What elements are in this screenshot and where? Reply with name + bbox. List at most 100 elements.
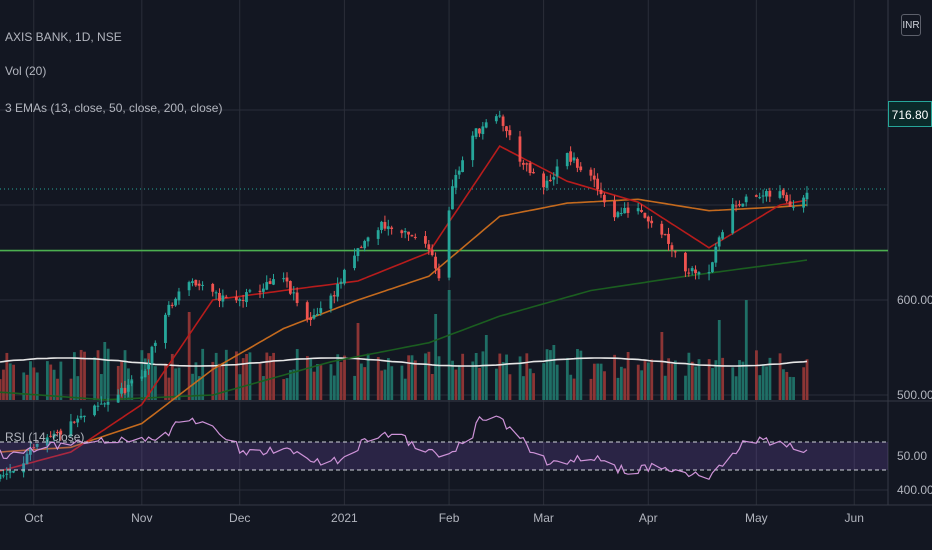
candle-body: [234, 296, 238, 301]
volume-bar: [623, 368, 627, 400]
symbol-title[interactable]: AXIS BANK, 1D, NSE: [5, 30, 122, 44]
candle-body: [572, 157, 576, 161]
candle-body: [575, 158, 579, 168]
volume-bar: [329, 364, 333, 400]
candle-body: [619, 213, 623, 215]
volume-bar: [717, 320, 721, 400]
volume-legend[interactable]: Vol (20): [5, 64, 47, 78]
volume-bar: [555, 364, 559, 400]
volume-bar: [616, 377, 620, 400]
candle-body: [697, 272, 701, 275]
candle-body: [768, 190, 772, 197]
candle-body: [126, 384, 130, 392]
volume-bar: [339, 362, 343, 400]
candle-body: [359, 247, 363, 249]
volume-bar: [522, 376, 525, 400]
volume-bar: [248, 352, 252, 400]
time-tick-label: Feb: [439, 511, 460, 525]
candle-body: [8, 471, 12, 473]
volume-bar: [49, 364, 53, 400]
volume-bar: [295, 349, 299, 400]
volume-bar: [52, 369, 56, 400]
candle-body: [545, 180, 549, 188]
candle-body: [707, 272, 711, 274]
volume-bar: [532, 373, 535, 400]
volume-bar: [79, 349, 83, 400]
volume-bar: [542, 363, 546, 400]
volume-bar: [478, 368, 481, 400]
volume-bar: [738, 360, 741, 400]
candle-body: [427, 244, 431, 250]
candle-body: [650, 220, 654, 224]
rsi-legend[interactable]: RSI (14, close): [5, 430, 85, 444]
candle-body: [602, 194, 606, 203]
candle-body: [332, 295, 336, 297]
volume-bar: [123, 350, 127, 400]
rsi-line: [0, 415, 808, 481]
candle-body: [292, 292, 296, 294]
candle-body: [248, 290, 252, 292]
candle-body: [363, 241, 367, 249]
volume-bar: [673, 360, 677, 400]
candle-body: [103, 403, 107, 405]
volume-bar: [336, 354, 340, 400]
current-price-tag: 716.80: [888, 101, 932, 127]
candle-body: [187, 282, 191, 291]
volume-bar: [731, 367, 735, 400]
candle-body: [670, 245, 674, 250]
candle-body: [640, 209, 643, 212]
candle-body: [147, 363, 150, 370]
volume-bar: [282, 379, 286, 400]
volume-bar: [714, 360, 718, 400]
candle-body: [636, 208, 640, 212]
candle-body: [525, 163, 529, 165]
candle-body: [174, 298, 177, 306]
volume-bar: [99, 374, 103, 400]
candle-body: [765, 191, 768, 197]
volume-bar: [650, 359, 654, 400]
volume-bar: [758, 375, 762, 400]
candle-body: [734, 205, 738, 207]
volume-bar: [285, 378, 289, 400]
volume-bar: [528, 368, 532, 400]
volume-bar: [262, 376, 265, 400]
candle-body: [407, 231, 410, 235]
volume-bar: [461, 353, 465, 400]
volume-bar: [211, 361, 215, 400]
volume-bar: [501, 362, 505, 400]
volume-bar: [356, 323, 360, 400]
volume-bar: [22, 372, 26, 400]
candle-body: [454, 174, 458, 188]
candle-body: [501, 116, 505, 126]
candle-body: [49, 435, 53, 437]
candle-body: [241, 299, 245, 301]
candle-body: [434, 256, 437, 269]
candle-body: [177, 291, 181, 301]
candle-body: [626, 207, 630, 213]
candle-body: [781, 189, 785, 196]
volume-bar: [83, 351, 86, 400]
candle-body: [245, 292, 248, 303]
volume-bar: [481, 351, 485, 400]
candle-body: [579, 166, 583, 171]
candle-body: [386, 226, 390, 230]
volume-bar: [592, 363, 596, 400]
candle-body: [312, 314, 316, 319]
candle-body: [265, 282, 269, 290]
candle-body: [224, 296, 228, 298]
candle-body: [93, 405, 96, 416]
candle-body: [474, 128, 478, 137]
candle-body: [356, 248, 360, 256]
candle-body: [413, 236, 417, 238]
candle-body: [336, 283, 340, 297]
time-tick-label: Oct: [24, 511, 43, 525]
candle-body: [508, 130, 512, 136]
volume-bar: [201, 348, 205, 400]
volume-bar: [663, 375, 667, 400]
currency-badge[interactable]: INR: [901, 14, 921, 36]
volume-bar: [474, 352, 478, 400]
candle-body: [623, 207, 627, 214]
ema-legend[interactable]: 3 EMAs (13, close, 50, close, 200, close…: [5, 101, 223, 115]
